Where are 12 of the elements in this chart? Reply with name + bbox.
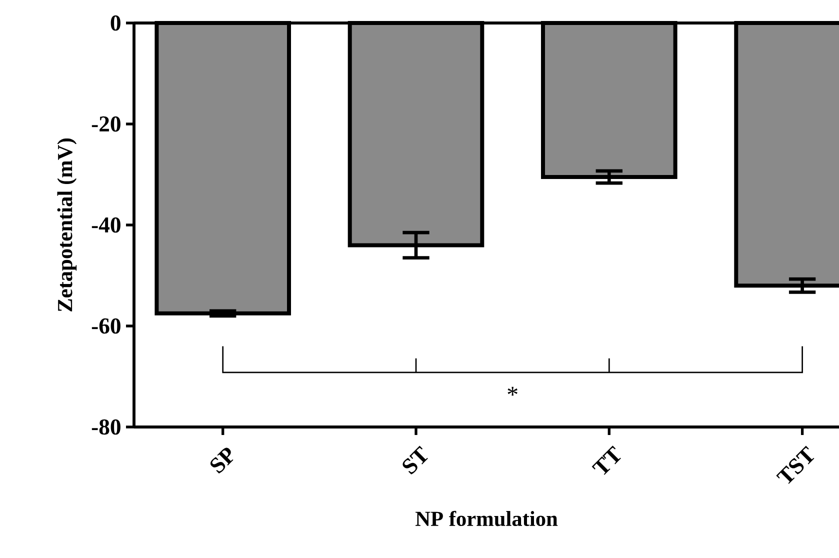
x-tick-label: TST bbox=[776, 446, 814, 484]
x-axis-title: NP formulation bbox=[416, 510, 558, 526]
y-tick-label: -40 bbox=[92, 217, 120, 233]
y-tick-label: -60 bbox=[92, 318, 120, 334]
y-tick-label: -20 bbox=[92, 116, 120, 132]
y-tick-label: -80 bbox=[92, 419, 120, 435]
x-tick-label: ST bbox=[402, 446, 428, 474]
y-tick-label: 0 bbox=[110, 15, 120, 31]
y-axis-title: Zetapotential (mV) bbox=[57, 138, 77, 312]
x-tick-label: SP bbox=[210, 448, 234, 474]
x-tick-label: TT bbox=[592, 446, 621, 475]
annotation: * bbox=[508, 386, 518, 396]
